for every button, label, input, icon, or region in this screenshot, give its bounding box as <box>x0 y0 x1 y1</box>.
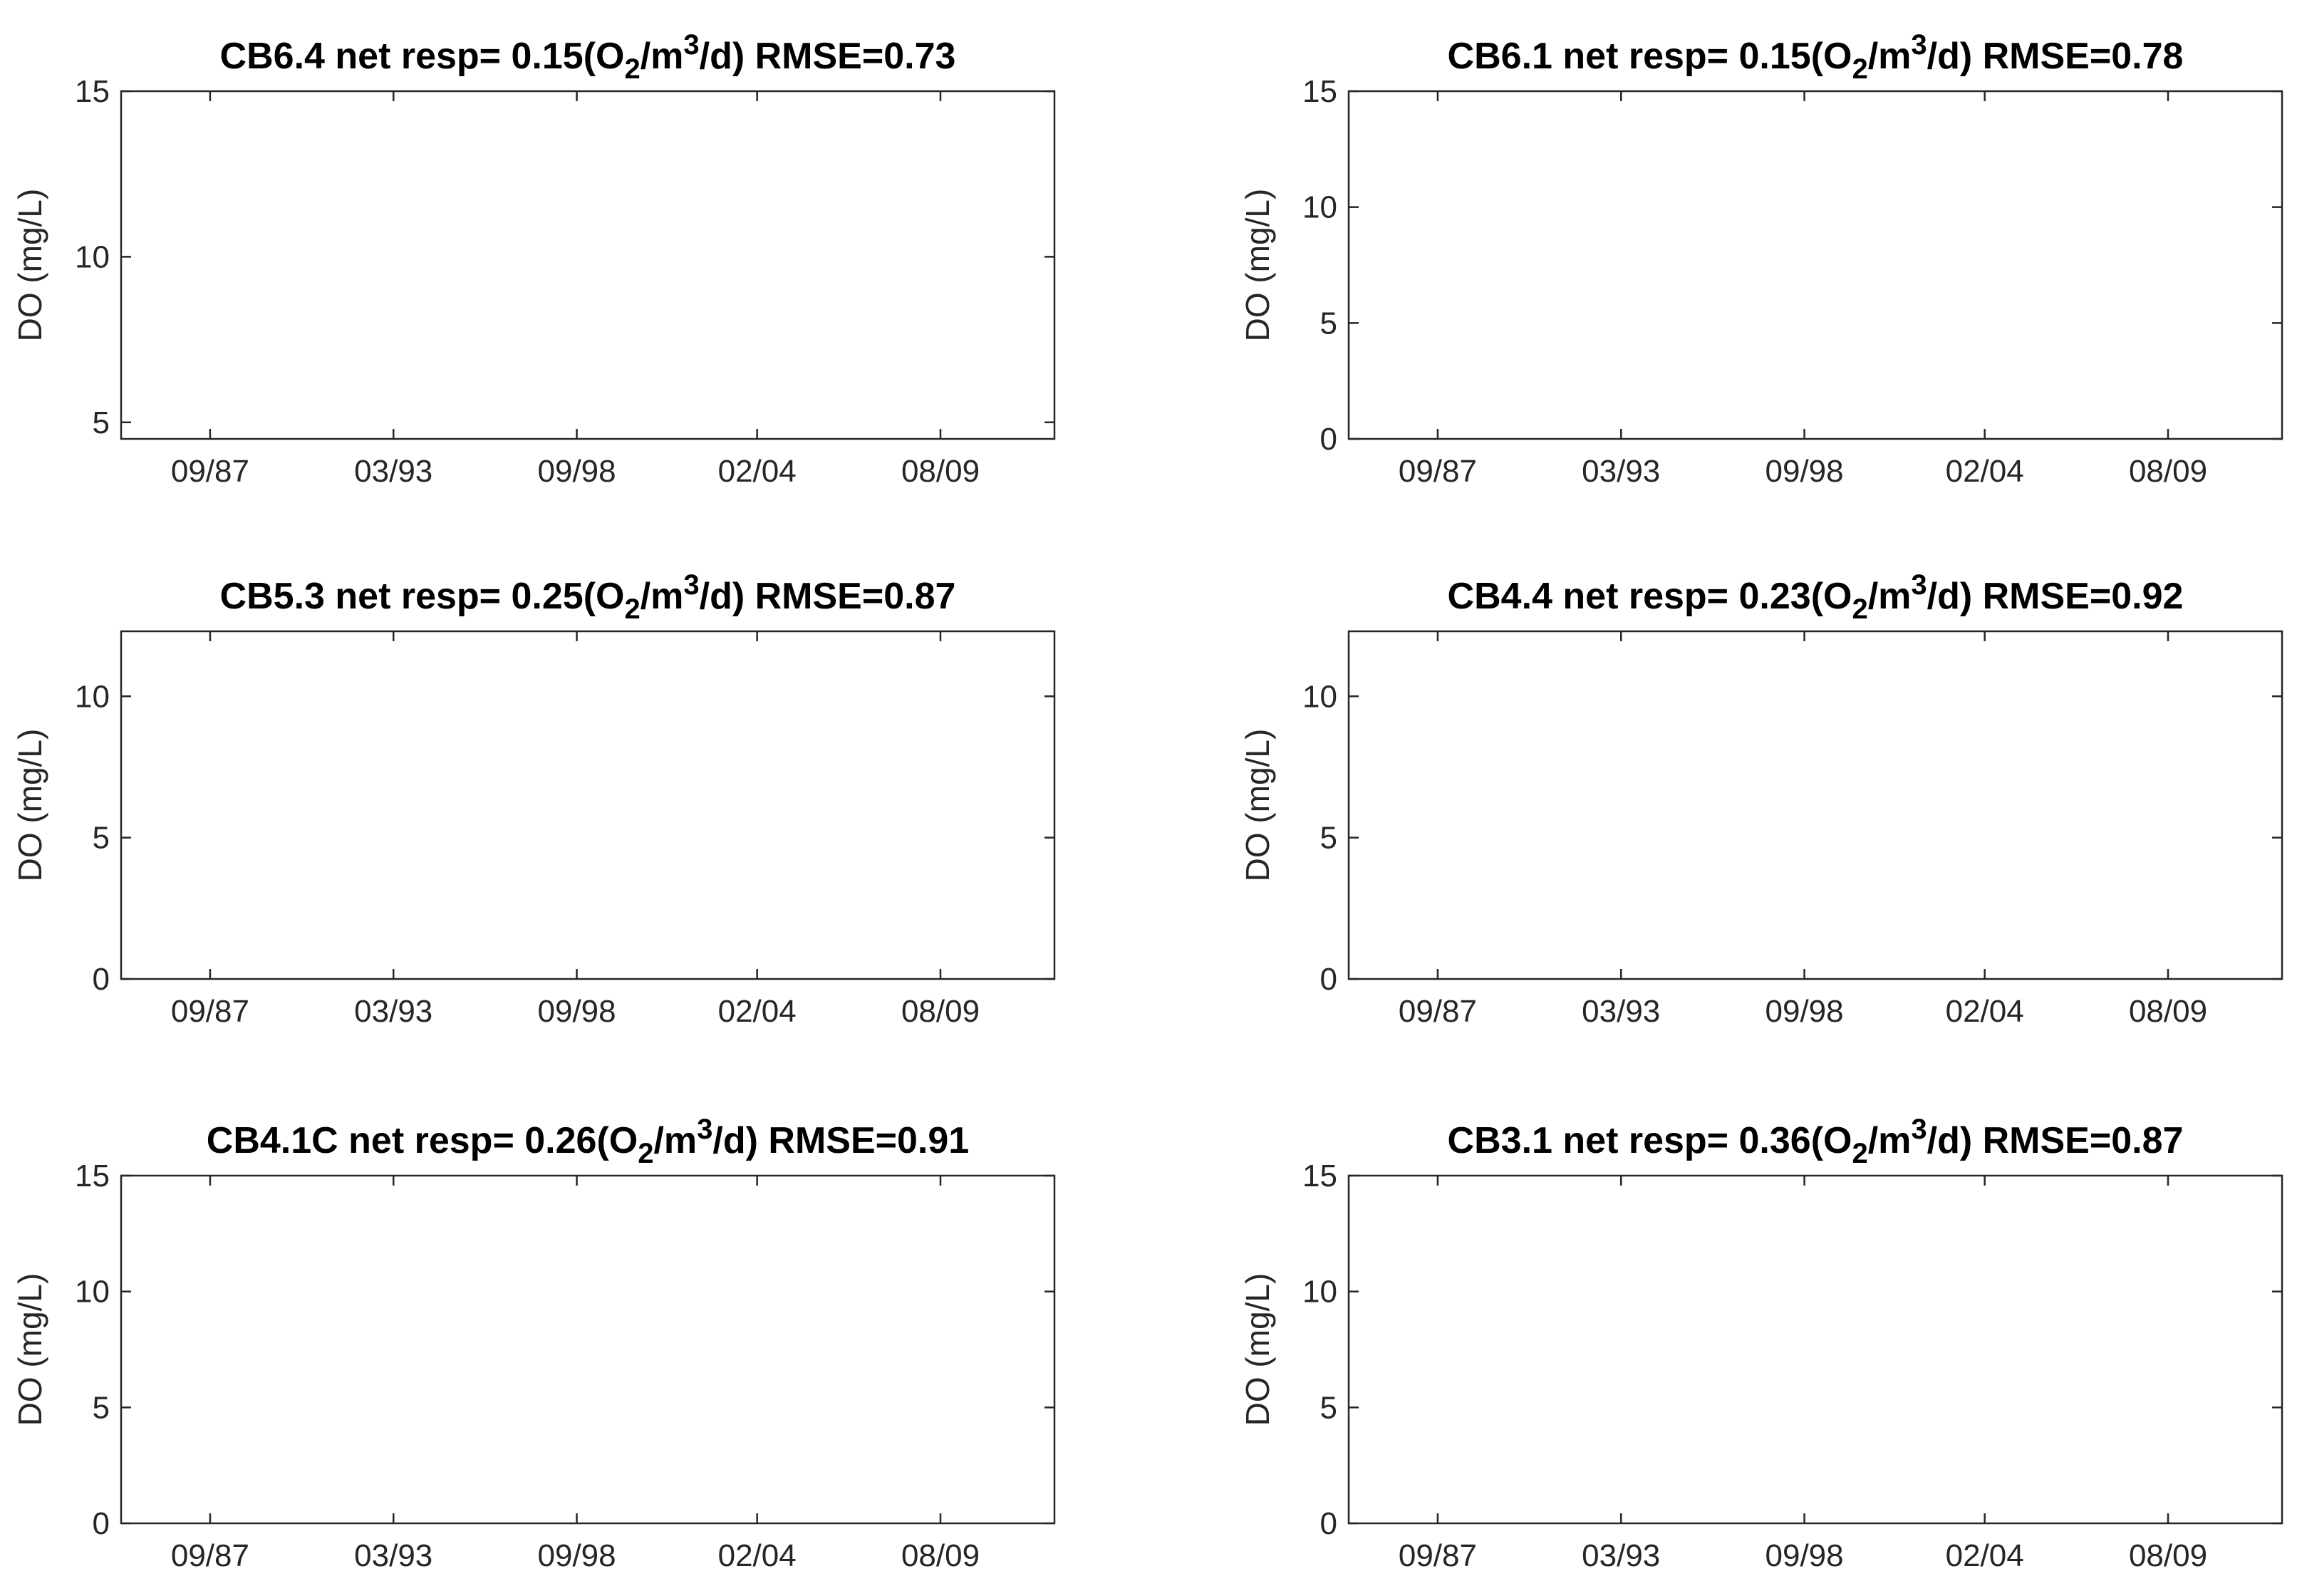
x-tick-label: 09/98 <box>1765 994 1844 1029</box>
x-tick-label: 03/93 <box>354 994 432 1029</box>
panel-title: CB3.1 net resp= 0.36(O2/m3/d) RMSE=0.87 <box>1448 1114 2184 1169</box>
y-axis-label: DO (mg/L) <box>11 1273 48 1426</box>
panel-cb5-3: 0 5 10 09/87 03/93 09/98 02/04 08/09 DO (mg/L) CB… <box>11 569 1056 1029</box>
panel-cb6-1: 0 5 10 15 09/87 03/93 09/98 02/04 08/09 DO (mg/L)… <box>1239 29 2283 489</box>
x-tick-label: 09/98 <box>1765 454 1844 489</box>
x-tick-label: 09/98 <box>538 454 616 489</box>
panel-cb3-1: 0 5 10 15 09/87 03/93 09/98 02/04 08/09 DO (mg/L)… <box>1239 1114 2283 1573</box>
x-tick-label: 09/87 <box>1399 994 1477 1029</box>
x-tick-label: 03/93 <box>1582 454 1660 489</box>
y-tick-label: 15 <box>1302 1159 1337 1193</box>
y-tick-label: 5 <box>93 1390 110 1425</box>
x-tick-label: 09/87 <box>171 454 249 489</box>
x-tick-label: 03/93 <box>1582 1538 1660 1573</box>
y-tick-label: 10 <box>75 1275 110 1310</box>
y-axis-label: DO (mg/L) <box>11 189 48 342</box>
x-tick-label: 02/04 <box>1946 454 2024 489</box>
y-tick-label: 0 <box>1320 422 1337 457</box>
panel-cb4-4: 0 5 10 09/87 03/93 09/98 02/04 08/09 DO (mg/L) CB… <box>1239 569 2283 1029</box>
panel-cb4-1c: 0 5 10 15 09/87 03/93 09/98 02/04 08/09 DO (mg/L)… <box>11 1114 1056 1573</box>
x-tick-label: 03/93 <box>354 454 432 489</box>
x-tick-label: 08/09 <box>2129 454 2207 489</box>
y-tick-label: 5 <box>1320 821 1337 856</box>
x-tick-label: 02/04 <box>1946 1538 2024 1573</box>
axes-box <box>120 90 1056 440</box>
y-tick-label: 10 <box>1302 190 1337 225</box>
panel-title: CB5.3 net resp= 0.25(O2/m3/d) RMSE=0.87 <box>220 569 956 625</box>
axes-box <box>120 1174 1056 1525</box>
axes-box <box>1347 90 2283 440</box>
panel-cb6-4: 5 10 15 09/87 03/93 09/98 02/04 08/09 DO (mg/L) C… <box>11 29 1056 489</box>
y-tick-label: 0 <box>93 962 110 997</box>
y-axis-label: DO (mg/L) <box>1239 729 1276 882</box>
y-tick-label: 15 <box>75 74 110 109</box>
panel-title: CB6.1 net resp= 0.15(O2/m3/d) RMSE=0.78 <box>1448 29 2184 85</box>
panel-title: CB4.1C net resp= 0.26(O2/m3/d) RMSE=0.91 <box>207 1114 969 1169</box>
x-tick-label: 09/87 <box>1399 1538 1477 1573</box>
y-tick-label: 10 <box>1302 679 1337 714</box>
x-tick-label: 02/04 <box>718 994 797 1029</box>
x-tick-label: 03/93 <box>1582 994 1660 1029</box>
x-tick-label: 08/09 <box>901 454 980 489</box>
x-tick-label: 09/98 <box>538 994 616 1029</box>
y-tick-label: 15 <box>1302 74 1337 109</box>
y-tick-label: 0 <box>93 1506 110 1541</box>
y-axis-label: DO (mg/L) <box>1239 1273 1276 1426</box>
panel-title: CB6.4 net resp= 0.15(O2/m3/d) RMSE=0.73 <box>220 29 956 85</box>
x-tick-label: 08/09 <box>901 994 980 1029</box>
y-tick-label: 0 <box>1320 962 1337 997</box>
y-tick-label: 10 <box>75 679 110 714</box>
x-tick-label: 08/09 <box>2129 994 2207 1029</box>
x-tick-label: 09/98 <box>1765 1538 1844 1573</box>
x-tick-label: 09/98 <box>538 1538 616 1573</box>
axes-box <box>120 630 1056 980</box>
y-tick-label: 5 <box>93 405 110 440</box>
y-tick-label: 15 <box>75 1159 110 1193</box>
panel-title: CB4.4 net resp= 0.23(O2/m3/d) RMSE=0.92 <box>1448 569 2184 625</box>
x-tick-label: 03/93 <box>354 1538 432 1573</box>
x-tick-label: 09/87 <box>1399 454 1477 489</box>
y-axis-label: DO (mg/L) <box>11 729 48 882</box>
x-tick-label: 02/04 <box>718 454 797 489</box>
x-tick-label: 02/04 <box>718 1538 797 1573</box>
y-tick-label: 10 <box>75 239 110 274</box>
y-tick-label: 0 <box>1320 1506 1337 1541</box>
x-tick-label: 09/87 <box>171 994 249 1029</box>
x-tick-label: 02/04 <box>1946 994 2024 1029</box>
x-tick-label: 08/09 <box>901 1538 980 1573</box>
y-axis-label: DO (mg/L) <box>1239 189 1276 342</box>
y-tick-label: 5 <box>93 821 110 856</box>
y-tick-label: 5 <box>1320 1390 1337 1425</box>
axes-box <box>1347 630 2283 980</box>
x-tick-label: 09/87 <box>171 1538 249 1573</box>
axes-box <box>1347 1174 2283 1525</box>
y-tick-label: 5 <box>1320 306 1337 341</box>
x-tick-label: 08/09 <box>2129 1538 2207 1573</box>
y-tick-label: 10 <box>1302 1275 1337 1310</box>
